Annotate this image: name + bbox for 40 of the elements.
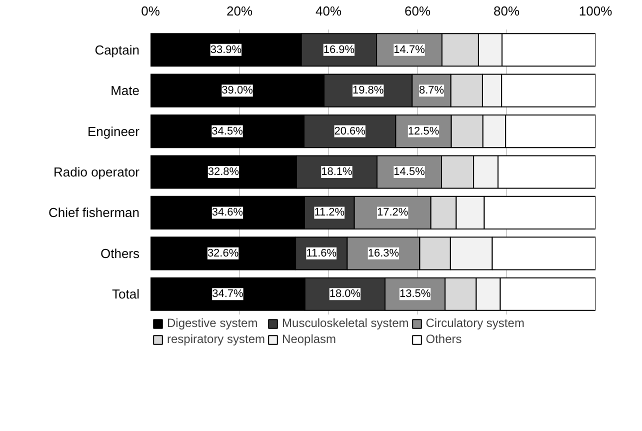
x-tick-label: 40% <box>315 4 342 18</box>
x-tick-label: 80% <box>493 4 520 18</box>
data-label: 34.5% <box>212 125 244 138</box>
x-tick-label: 0% <box>141 4 160 18</box>
x-tick-label: 100% <box>578 4 613 18</box>
legend-label: Musculoskeletal system <box>282 316 409 330</box>
y-tick-label: Chief fisherman <box>48 205 140 220</box>
data-label: 32.8% <box>208 166 240 178</box>
data-label: 33.9% <box>210 44 242 56</box>
data-label: 17.2% <box>376 206 408 219</box>
y-tick-label: Mate <box>110 83 140 98</box>
data-label: 12.5% <box>408 125 440 138</box>
y-tick-label: Engineer <box>87 124 140 139</box>
legend-label: Neoplasm <box>282 332 336 346</box>
data-label: 16.3% <box>368 247 400 260</box>
legend-label: Circulatory system <box>426 316 524 330</box>
data-label: 14.5% <box>394 166 426 178</box>
legend-label: Digestive system <box>167 316 258 330</box>
legend-label: Others <box>426 332 462 346</box>
y-tick-label: Total <box>112 286 140 302</box>
x-tick-label: 20% <box>226 4 253 18</box>
legend-label: respiratory system <box>167 332 266 346</box>
data-label: 32.6% <box>207 247 239 260</box>
data-label: 39.0% <box>222 84 254 97</box>
data-label: 20.6% <box>334 125 366 138</box>
data-label: 11.6% <box>306 247 337 260</box>
data-label: 18.0% <box>329 288 361 300</box>
x-tick-label: 60% <box>404 4 431 18</box>
data-label: 34.7% <box>212 288 244 300</box>
data-label: 13.5% <box>399 288 431 300</box>
y-tick-label: Radio operator <box>54 164 140 180</box>
data-label: 34.6% <box>212 206 244 219</box>
data-label: 14.7% <box>394 44 426 56</box>
y-tick-label: Others <box>100 246 140 261</box>
data-label: 18.1% <box>321 166 353 178</box>
y-tick-label: Captain <box>94 42 140 58</box>
data-label: 11.2% <box>314 206 345 219</box>
data-label: 19.8% <box>352 84 384 97</box>
data-label: 8.7% <box>418 84 444 97</box>
data-label: 16.9% <box>323 44 355 56</box>
